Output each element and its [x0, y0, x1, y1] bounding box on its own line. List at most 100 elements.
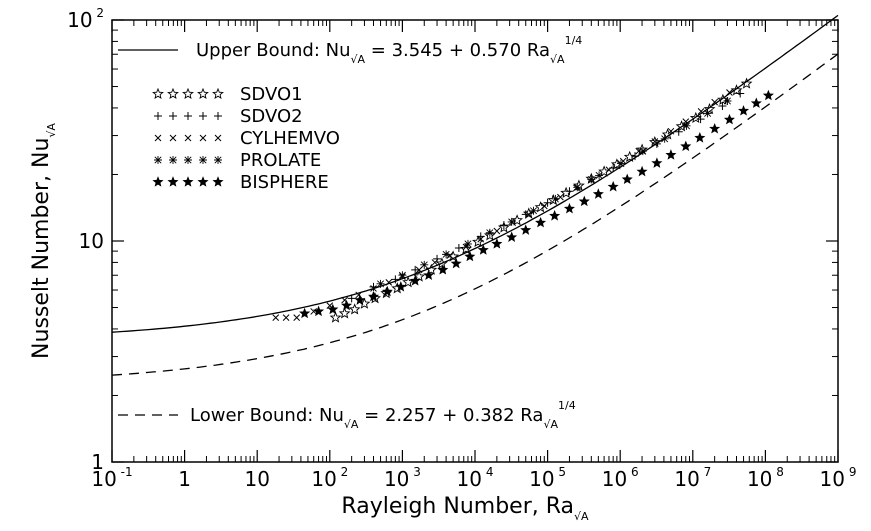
upper-bound-curve — [111, 14, 839, 333]
legend-marker — [182, 176, 194, 187]
point-sdvo2 — [718, 102, 727, 111]
point-cylhemvo — [446, 252, 454, 259]
legend-marker — [214, 134, 222, 142]
point-prolate — [573, 183, 582, 192]
x-tick-label: 10 6 — [602, 465, 639, 491]
legend-marker — [182, 87, 194, 99]
point-sdvo2 — [565, 187, 574, 196]
plot-area — [111, 19, 839, 463]
point-bisphere — [520, 224, 532, 235]
point-cylhemvo — [310, 308, 318, 315]
legend-marker — [184, 134, 192, 142]
legend-marker — [154, 112, 162, 120]
bound-curves — [111, 14, 839, 376]
point-sdvo2 — [433, 254, 442, 263]
point-cylhemvo — [587, 176, 595, 183]
series-sdvo2 — [347, 89, 745, 303]
plot-frame — [111, 19, 839, 463]
point-sdvo2 — [631, 152, 640, 161]
point-cylhemvo — [697, 108, 705, 115]
point-prolate — [507, 217, 516, 226]
point-bisphere — [437, 264, 449, 275]
point-prolate — [463, 239, 472, 248]
point-prolate — [485, 228, 494, 237]
x-tick-label: 10 9 — [820, 465, 857, 491]
point-bisphere — [607, 180, 619, 192]
legend-marker — [212, 176, 224, 187]
point-bisphere — [680, 140, 692, 152]
x-axis-title: Rayleigh Number, Ra√A — [341, 494, 589, 523]
legend-label: CYLHEMVO — [240, 128, 340, 149]
point-cylhemvo — [370, 285, 377, 292]
point-bisphere — [368, 290, 380, 302]
point-cylhemvo — [282, 314, 290, 321]
point-sdvo2 — [347, 294, 356, 303]
bound-labels: Upper Bound: Nu√A = 3.545 + 0.570 Ra√A1/… — [118, 34, 582, 431]
point-sdvo1 — [338, 307, 351, 319]
point-bisphere — [535, 216, 547, 228]
point-sdvo1 — [460, 242, 472, 254]
x-tick-label: 10 — [244, 467, 269, 491]
legend-marker — [212, 87, 224, 99]
legend-marker — [197, 176, 209, 187]
point-sdvo2 — [674, 127, 683, 136]
point-prolate — [420, 260, 429, 269]
legend-marker — [169, 112, 177, 120]
series-sdvo1 — [329, 77, 753, 323]
point-bisphere — [563, 202, 575, 214]
point-sdvo1 — [573, 179, 585, 191]
legend-marker — [169, 134, 177, 142]
point-sdvo2 — [411, 265, 420, 274]
legend-marker — [199, 112, 207, 120]
point-sdvo1 — [623, 150, 636, 162]
legend-marker — [154, 156, 162, 164]
point-prolate — [682, 121, 691, 130]
point-prolate — [529, 206, 538, 215]
lower-bound-label: Lower Bound: Nu√A = 2.257 + 0.382 Ra√A1/… — [118, 399, 576, 431]
point-bisphere — [578, 195, 590, 207]
point-bisphere — [491, 238, 503, 249]
point-cylhemvo — [385, 278, 393, 286]
point-bisphere — [549, 210, 561, 221]
point-bisphere — [450, 257, 462, 269]
point-bisphere — [341, 299, 353, 311]
point-prolate — [442, 250, 451, 259]
point-sdvo1 — [425, 263, 438, 275]
legend-marker — [152, 176, 164, 187]
x-tick-label: 10 7 — [674, 465, 711, 491]
point-bisphere — [299, 307, 311, 319]
point-cylhemvo — [651, 138, 659, 145]
point-prolate — [398, 271, 407, 280]
point-bisphere — [651, 157, 663, 168]
point-sdvo1 — [598, 165, 610, 177]
point-cylhemvo — [667, 127, 675, 135]
point-bisphere — [694, 132, 706, 143]
x-tick-label: 10 5 — [529, 465, 566, 491]
point-sdvo2 — [369, 282, 378, 291]
point-cylhemvo — [605, 166, 613, 174]
point-bisphere — [354, 294, 366, 305]
point-bisphere — [327, 303, 339, 315]
point-bisphere — [592, 188, 604, 199]
point-prolate — [638, 147, 647, 156]
point-sdvo1 — [661, 128, 674, 140]
y-tick-label: 1 — [91, 450, 104, 474]
point-sdvo2 — [454, 243, 463, 252]
point-sdvo1 — [730, 84, 743, 96]
point-bisphere — [381, 285, 393, 297]
legend-label: SDVO1 — [240, 84, 303, 105]
legend-marker — [184, 112, 192, 120]
point-sdvo1 — [740, 77, 753, 89]
legend-marker — [214, 112, 222, 120]
point-sdvo2 — [391, 275, 400, 284]
y-axis-title: Nusselt Number, Nu√A — [29, 123, 58, 359]
series-cylhemvo — [272, 89, 733, 321]
point-cylhemvo — [272, 314, 280, 321]
point-sdvo2 — [543, 198, 552, 207]
legend-item-sdvo1: SDVO1 — [152, 84, 303, 105]
point-bisphere — [709, 122, 721, 134]
series-bisphere — [299, 89, 774, 319]
point-bisphere — [762, 89, 774, 101]
